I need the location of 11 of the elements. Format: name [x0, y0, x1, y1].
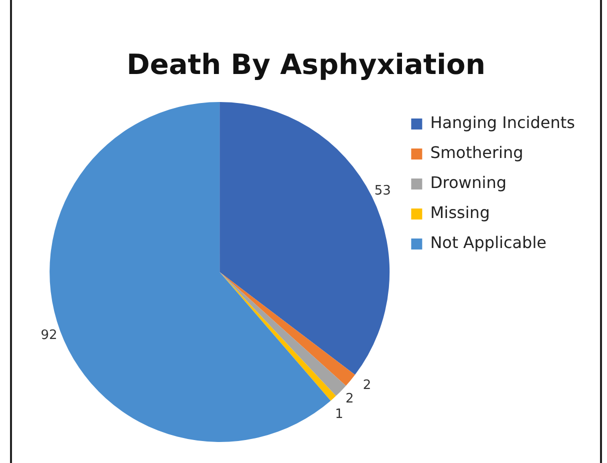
legend-label: Hanging Incidents — [430, 113, 575, 132]
legend-label: Missing — [430, 203, 490, 222]
data-label: 53 — [374, 183, 391, 198]
legend-label: Smothering — [430, 143, 524, 162]
data-label: 1 — [335, 406, 344, 422]
legend-label: Drowning — [430, 173, 506, 192]
data-label: 92 — [40, 328, 58, 343]
chart-title: Death By Asphyxiation — [126, 48, 486, 81]
data-label: 2 — [362, 378, 372, 393]
legend-label: Not Applicable — [430, 233, 546, 252]
data-label: 2 — [345, 392, 354, 407]
